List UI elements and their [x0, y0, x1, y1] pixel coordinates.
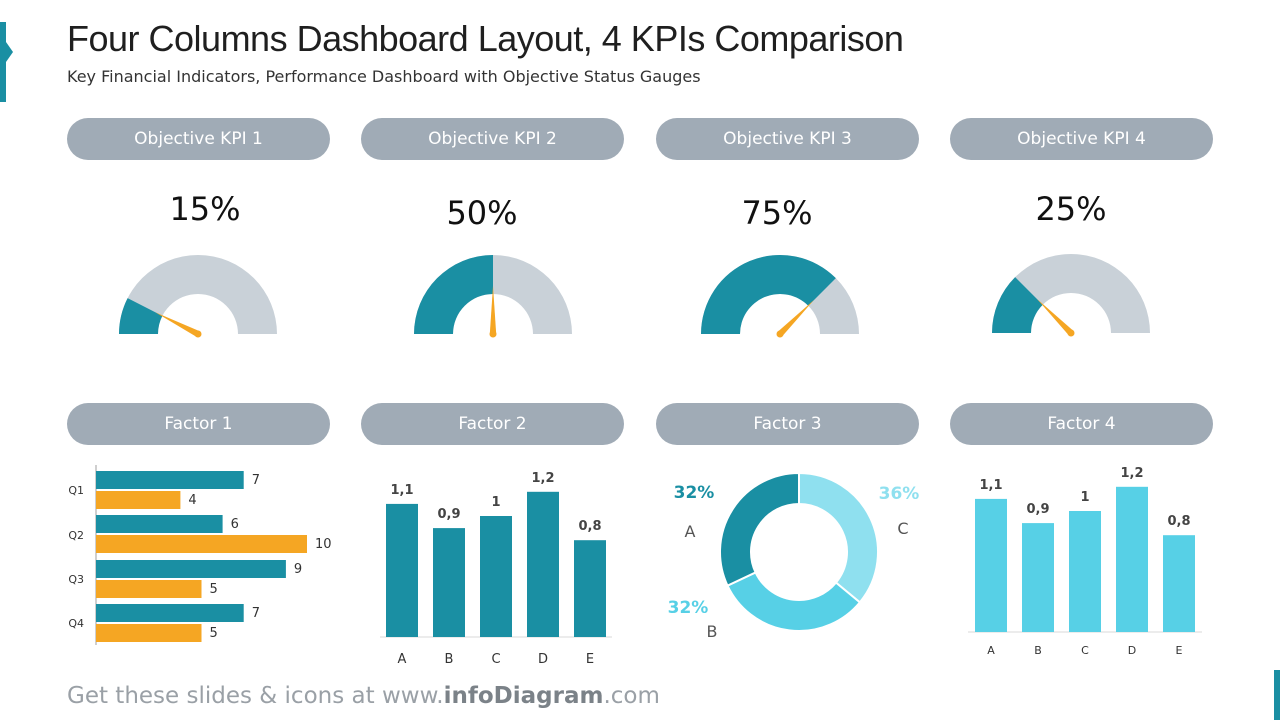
- hbar-q3-series-1-label: 9: [294, 562, 302, 577]
- gauge-3-needle: [777, 300, 814, 337]
- factor-2-pill: Factor 2: [361, 403, 624, 445]
- factor2-value-label-e: 0,8: [578, 519, 601, 534]
- gauge-2-needle-hub: [489, 330, 497, 338]
- hbar-q4-series-1-label: 7: [252, 606, 260, 621]
- factor4-value-label-e: 0,8: [1167, 514, 1190, 529]
- hbar-q4-series-2: [96, 624, 202, 642]
- factor2-value-label-b: 0,9: [437, 507, 460, 522]
- footer-brand: infoDiagram: [443, 683, 604, 709]
- factor-3-pill: Factor 3: [656, 403, 919, 445]
- factor2-tick-c: C: [491, 652, 500, 667]
- hbar-q1-series-1: [96, 471, 244, 489]
- hbar-q1-series-2-label: 4: [188, 493, 196, 508]
- kpi-4-percent: 25%: [1035, 190, 1107, 228]
- objective-kpi-2-pill: Objective KPI 2: [361, 118, 624, 160]
- donut-a-category-label: A: [685, 522, 696, 541]
- donut-slice-c: [798, 471, 879, 604]
- hbar-q2-series-2: [96, 535, 307, 553]
- donut-c-category-label: C: [897, 519, 908, 538]
- donut-b-percent-label: 32%: [668, 598, 709, 618]
- factor2-bar-c: [480, 516, 512, 637]
- gauge-3-needle-hub: [776, 330, 784, 338]
- factor4-bar-d: [1116, 486, 1148, 632]
- hbar-q4-series-2-label: 5: [210, 626, 218, 641]
- hbar-q2-series-1-label: 6: [231, 517, 239, 532]
- objective-kpi-1-pill: Objective KPI 1: [67, 118, 330, 160]
- factor4-tick-c: C: [1081, 644, 1089, 657]
- hbar-q2-series-2-label: 10: [315, 537, 332, 552]
- page-subtitle: Key Financial Indicators, Performance Da…: [67, 67, 701, 86]
- hbar-tick-q2: Q2: [68, 529, 84, 542]
- factor2-value-label-a: 1,1: [390, 483, 413, 498]
- gauge-4-needle-hub: [1067, 329, 1075, 337]
- factor2-bar-a: [386, 503, 418, 637]
- gauge-2-needle: [489, 286, 497, 334]
- kpi-2-percent: 50%: [446, 194, 518, 232]
- donut-slice-b: [726, 571, 862, 632]
- objective-kpi-3-pill: Objective KPI 3: [656, 118, 919, 160]
- factor2-tick-d: D: [538, 652, 548, 667]
- hbar-q2-series-1: [96, 515, 223, 533]
- footer-prefix: Get these slides & icons at www.: [67, 683, 444, 709]
- donut-c-percent-label: 36%: [879, 484, 920, 504]
- hbar-q1-series-1-label: 7: [252, 473, 260, 488]
- donut-a-percent-label: 32%: [674, 483, 715, 503]
- factor2-value-label-c: 1: [491, 495, 500, 510]
- kpi-1-percent: 15%: [169, 190, 241, 228]
- factor2-tick-b: B: [445, 652, 454, 667]
- gauge-3-fill: [701, 254, 836, 334]
- footer-credit: Get these slides & icons at www.infoDiag…: [67, 683, 660, 709]
- hbar-q1-series-2: [96, 491, 181, 509]
- kpi-3-percent: 75%: [741, 194, 813, 232]
- factor4-bar-c: [1069, 511, 1101, 632]
- factor4-tick-b: B: [1034, 644, 1042, 657]
- factor4-value-label-c: 1: [1080, 490, 1089, 505]
- factor-1-pill: Factor 1: [67, 403, 330, 445]
- factor2-bar-b: [433, 528, 465, 637]
- gauge-2-fill: [414, 255, 493, 334]
- factor4-bar-b: [1022, 523, 1054, 632]
- hbar-tick-q4: Q4: [68, 617, 84, 630]
- factor2-value-label-d: 1,2: [531, 471, 554, 486]
- factor2-tick-a: A: [398, 652, 407, 667]
- factor4-tick-a: A: [987, 644, 995, 657]
- hbar-tick-q3: Q3: [68, 573, 84, 586]
- factor4-value-label-a: 1,1: [979, 478, 1002, 493]
- gauge-4-fill: [992, 277, 1043, 333]
- gauge-1-needle: [155, 312, 200, 337]
- hbar-q3-series-2: [96, 580, 202, 598]
- factor2-bar-d: [527, 491, 559, 637]
- hbar-q4-series-1: [96, 604, 244, 622]
- left-accent-arrow: [6, 42, 13, 62]
- hbar-q3-series-2-label: 5: [210, 582, 218, 597]
- gauge-1-fill: [119, 298, 163, 334]
- factor4-bar-a: [975, 498, 1007, 632]
- right-accent-bar: [1274, 670, 1280, 720]
- gauge-1-needle-hub: [194, 330, 202, 338]
- left-accent-bar: [0, 22, 6, 102]
- donut-b-category-label: B: [707, 622, 718, 641]
- factor2-bar-e: [574, 540, 606, 637]
- donut-slice-a: [719, 471, 800, 587]
- objective-kpi-4-pill: Objective KPI 4: [950, 118, 1213, 160]
- factor4-bar-e: [1163, 535, 1195, 632]
- factor4-value-label-d: 1,2: [1120, 466, 1143, 481]
- factor4-tick-e: E: [1176, 644, 1183, 657]
- footer-suffix: .com: [603, 683, 660, 709]
- factor4-value-label-b: 0,9: [1026, 502, 1049, 517]
- hbar-tick-q1: Q1: [68, 484, 84, 497]
- factor4-tick-d: D: [1128, 644, 1136, 657]
- factor-4-pill: Factor 4: [950, 403, 1213, 445]
- page-title: Four Columns Dashboard Layout, 4 KPIs Co…: [67, 18, 904, 59]
- factor2-tick-e: E: [586, 652, 594, 667]
- hbar-q3-series-1: [96, 560, 286, 578]
- gauge-4-needle: [1037, 299, 1074, 336]
